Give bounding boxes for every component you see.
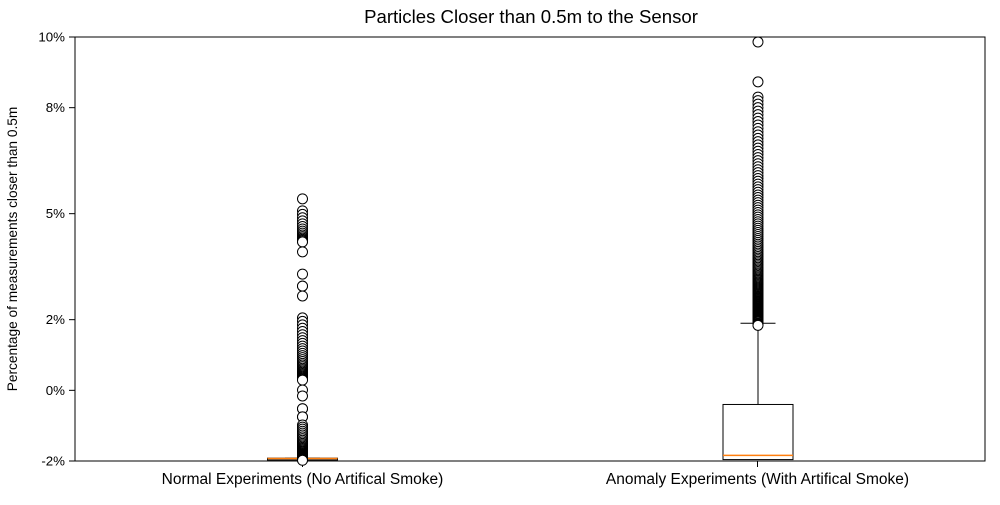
- svg-text:-2%: -2%: [41, 454, 65, 469]
- svg-text:10%: 10%: [38, 30, 65, 45]
- svg-text:Percentage of measurements clo: Percentage of measurements closer than 0…: [5, 107, 20, 392]
- svg-text:8%: 8%: [46, 100, 65, 115]
- svg-text:Normal Experiments (No Artific: Normal Experiments (No Artifical Smoke): [162, 471, 444, 488]
- svg-text:Anomaly Experiments (With Arti: Anomaly Experiments (With Artifical Smok…: [606, 471, 909, 488]
- svg-text:Particles Closer than 0.5m to: Particles Closer than 0.5m to the Sensor: [364, 6, 698, 27]
- svg-text:0%: 0%: [46, 383, 65, 398]
- svg-text:2%: 2%: [46, 312, 65, 327]
- svg-text:5%: 5%: [46, 206, 65, 221]
